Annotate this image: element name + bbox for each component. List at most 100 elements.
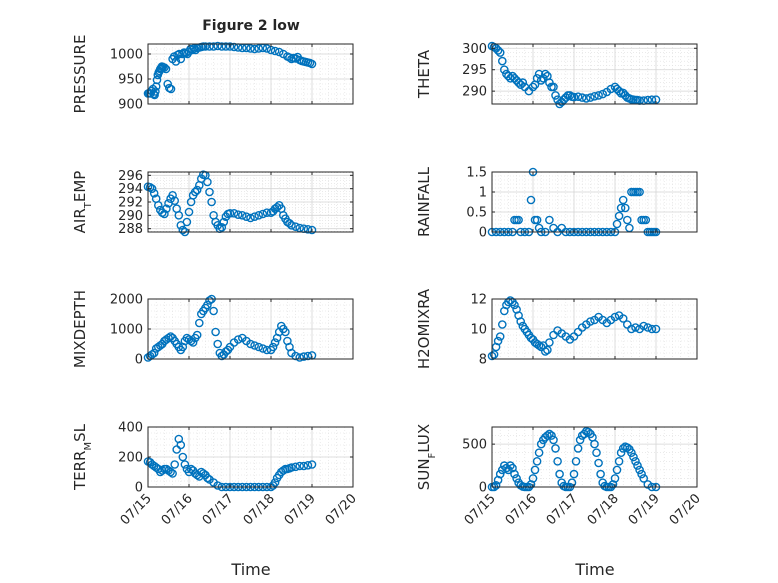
data-point (178, 452, 188, 462)
data-point (596, 469, 605, 479)
data-point (561, 93, 571, 102)
data-point (610, 474, 620, 483)
axes-box (491, 426, 698, 488)
data-point (629, 452, 638, 462)
data-point (246, 339, 255, 349)
data-point (170, 460, 179, 469)
data-point (530, 465, 540, 475)
y-axis-label: MIXDEPTH (71, 290, 89, 368)
data-point (303, 460, 313, 470)
data-point (545, 215, 554, 225)
data-point (647, 324, 657, 334)
data-point (618, 444, 628, 453)
data-point (291, 222, 300, 231)
data-point (219, 217, 229, 227)
data-point (291, 351, 300, 361)
data-point (190, 187, 200, 197)
y-axis-label: RAINFALL (415, 166, 433, 237)
data-point (254, 210, 264, 220)
data-point (157, 466, 167, 475)
x-axis-label-right: Time (574, 560, 614, 579)
data-point (287, 220, 296, 230)
data-point (188, 338, 198, 347)
data-point (526, 195, 536, 205)
y-tick-label: 12 (470, 293, 487, 308)
data-point (270, 478, 280, 487)
x-tick-label: 07/15 (118, 491, 155, 528)
data-point (307, 59, 317, 69)
data-point (237, 210, 247, 220)
subplot-terr-msl: 0 200 400 07/15 07/16 07/17 07/18 07/19 07/20 TER… (71, 421, 360, 529)
data-point (262, 208, 272, 217)
data-point (221, 42, 231, 51)
x-tick-label: 07/19 (626, 491, 663, 528)
data-point (493, 336, 503, 346)
data-point (510, 300, 519, 310)
y-tick-label: 294 (118, 182, 143, 197)
y-tick-label: 0 (135, 481, 143, 496)
data-point (539, 74, 548, 83)
data-point (532, 215, 542, 225)
y-tick-label: 900 (118, 98, 143, 113)
data-point (571, 456, 581, 466)
data-point (274, 47, 284, 57)
x-tick-label: 07/18 (241, 491, 278, 528)
data-point (614, 456, 624, 466)
y-tick-label: 10 (470, 323, 487, 338)
data-point (495, 332, 505, 341)
data-point (612, 219, 622, 229)
data-point (534, 341, 544, 350)
data-point (174, 210, 184, 220)
data-point (551, 91, 560, 100)
data-point (281, 327, 290, 337)
data-point (623, 215, 632, 225)
y-axis-label: H2OMIXRA (415, 288, 433, 369)
y-tick-label: 200 (118, 451, 143, 466)
data-point (545, 338, 554, 347)
data-point (567, 478, 577, 488)
data-point (203, 177, 212, 187)
data-point (176, 54, 186, 64)
data-point (205, 42, 214, 51)
data-point (225, 208, 235, 218)
y-axis-label: TERRMSL (71, 423, 94, 491)
data-point (217, 42, 227, 51)
data-point (612, 465, 622, 475)
axes-background (492, 172, 697, 232)
data-point (549, 435, 558, 445)
data-point (506, 461, 515, 470)
data-point (621, 203, 630, 213)
subplot-sun-flux: 0 500 07/15 07/16 07/17 07/18 07/19 07/20 SUNFLU… (415, 424, 704, 529)
data-point (192, 185, 202, 195)
y-tick-label: 300 (462, 42, 487, 57)
subplot-h2omixra: 8 10 12 H2OMIXRA (415, 288, 698, 369)
data-point (205, 296, 214, 305)
subplot-theta: 290 295 300 THETA (415, 42, 698, 109)
y-axis-label: THETA (415, 49, 433, 99)
data-point (217, 222, 227, 232)
data-point (495, 469, 505, 479)
data-point (160, 63, 169, 72)
data-point (162, 204, 171, 213)
y-tick-label: 1 (479, 186, 487, 201)
data-point (536, 76, 546, 85)
data-point (651, 324, 661, 334)
data-point (551, 444, 560, 453)
data-point (495, 48, 505, 57)
data-point (532, 74, 542, 83)
data-point (633, 461, 642, 470)
data-point (295, 461, 305, 471)
data-point (639, 321, 649, 331)
y-tick-label: 400 (118, 421, 143, 436)
data-point (512, 474, 521, 483)
data-point (635, 187, 644, 197)
data-point (149, 348, 159, 358)
axes-box (491, 43, 698, 105)
data-point (258, 209, 268, 219)
data-point (272, 202, 282, 212)
data-point (307, 225, 317, 235)
data-point (246, 44, 255, 53)
y-tick-label: 2000 (110, 293, 143, 308)
data-point (166, 467, 175, 477)
